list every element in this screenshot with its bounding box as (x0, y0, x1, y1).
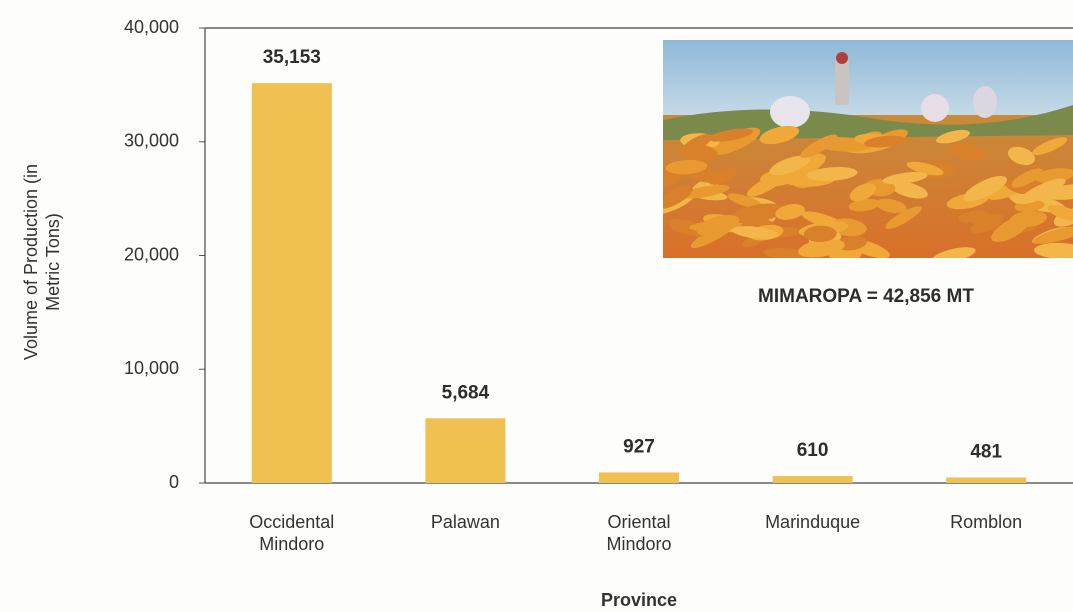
corn-photo (643, 40, 1073, 267)
x-tick-label: Occidental Mindoro (237, 511, 347, 555)
x-axis-label: Province (539, 589, 739, 611)
y-axis-label: Volume of Production (in Metric Tons) (20, 152, 64, 372)
y-tick-label: 20,000 (124, 244, 179, 264)
x-tick-label: Palawan (410, 511, 520, 533)
bar (946, 478, 1026, 483)
value-label: 5,684 (442, 382, 490, 403)
value-label: 481 (970, 442, 1002, 463)
bar (425, 418, 505, 483)
page: {"chart_data": {"type": "bar", "categori… (0, 0, 1073, 612)
y-tick-label: 10,000 (124, 358, 179, 378)
x-tick-label: Romblon (931, 511, 1041, 533)
bar (599, 472, 679, 483)
bar (252, 83, 332, 483)
y-tick-label: 0 (169, 472, 179, 492)
x-tick-label: Marinduque (758, 511, 868, 533)
y-tick-label: 30,000 (124, 131, 179, 151)
chart: MIMAROPA = 42,856 MT 0 10,000 20,000 30,000… (0, 0, 1073, 612)
x-tick-label: Oriental Mindoro (584, 511, 694, 555)
bar (773, 476, 853, 483)
y-tick-label: 40,000 (124, 17, 179, 37)
value-label: 35,153 (263, 47, 321, 68)
annotation: MIMAROPA = 42,856 MT (758, 286, 974, 307)
value-label: 927 (623, 436, 655, 457)
value-label: 610 (797, 440, 829, 461)
